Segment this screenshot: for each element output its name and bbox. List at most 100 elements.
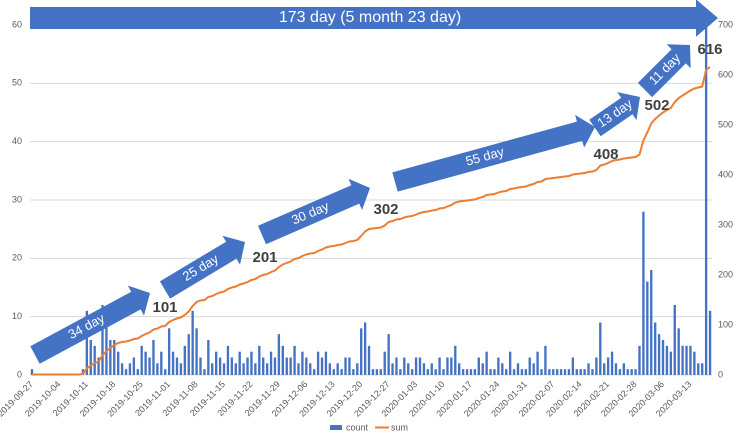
bar	[215, 351, 218, 375]
total-arrow	[30, 0, 718, 37]
bar	[195, 328, 198, 375]
bar	[407, 363, 410, 375]
bar	[285, 357, 288, 375]
bar	[520, 369, 524, 375]
y-tick-label: 40	[12, 136, 22, 146]
bar	[552, 369, 555, 375]
bar	[434, 369, 437, 375]
bar	[410, 369, 414, 375]
bar	[152, 340, 155, 375]
bar	[246, 357, 249, 375]
bar	[238, 351, 241, 375]
bar	[367, 345, 371, 375]
period-arrow	[589, 92, 640, 137]
bar	[536, 351, 539, 375]
y-tick-label: 10	[12, 311, 22, 321]
bar	[512, 369, 516, 375]
bar	[269, 351, 273, 375]
y2-tick-label: 100	[718, 319, 733, 329]
period-arrow	[637, 44, 691, 98]
bar	[101, 305, 104, 375]
period-arrow	[30, 285, 150, 364]
bar	[524, 369, 527, 375]
bar	[544, 345, 547, 375]
y-tick-label: 50	[12, 78, 22, 88]
bar	[579, 369, 582, 375]
bar	[97, 357, 100, 375]
bar	[262, 357, 265, 375]
legend-label: sum	[391, 422, 408, 432]
bar	[113, 340, 116, 375]
bar	[171, 351, 175, 375]
bar	[567, 369, 571, 375]
bar	[450, 357, 453, 375]
bar	[356, 363, 359, 375]
y2-tick-label: 400	[718, 169, 733, 179]
bar	[571, 357, 575, 375]
bar	[430, 363, 433, 375]
bar	[665, 345, 669, 375]
bar	[693, 351, 696, 375]
bar	[704, 25, 708, 375]
bar	[160, 351, 163, 375]
bar	[140, 345, 143, 375]
bar	[532, 363, 535, 375]
bar	[606, 357, 610, 375]
bar	[144, 351, 147, 375]
bar	[575, 369, 578, 375]
bar	[650, 270, 653, 375]
bar	[81, 369, 85, 375]
bar	[669, 351, 673, 375]
bar	[422, 363, 426, 375]
bar	[673, 305, 676, 375]
bar	[653, 322, 657, 375]
bar	[340, 369, 343, 375]
period-arrow	[159, 235, 245, 299]
bar	[642, 211, 645, 375]
bar	[211, 363, 214, 375]
bar	[458, 363, 461, 375]
bar	[473, 369, 477, 375]
bar	[371, 369, 375, 375]
bar	[218, 357, 222, 375]
bar	[289, 357, 292, 375]
bar	[183, 345, 186, 375]
bar	[191, 310, 194, 375]
bar	[281, 345, 284, 375]
bar	[630, 369, 633, 375]
bar	[297, 363, 300, 375]
bar	[414, 357, 418, 375]
bar	[622, 363, 625, 375]
y2-tick-label: 500	[718, 119, 733, 129]
y-tick-label: 20	[12, 253, 22, 263]
bar	[254, 363, 257, 375]
bar	[156, 363, 159, 375]
bar	[497, 357, 500, 375]
bar	[661, 340, 665, 375]
bar	[559, 369, 563, 375]
bar	[128, 363, 132, 375]
bar	[324, 351, 328, 375]
bar	[708, 310, 712, 375]
y-tick-label: 0	[17, 369, 22, 379]
milestone-label: 302	[373, 201, 398, 218]
y2-tick-label: 700	[718, 19, 733, 29]
bar	[136, 369, 139, 375]
bar	[309, 363, 312, 375]
bar	[234, 363, 237, 375]
y2-tick-label: 200	[718, 269, 733, 279]
bar	[548, 369, 551, 375]
y-tick-label: 60	[12, 19, 22, 29]
bar	[556, 369, 559, 375]
bar	[657, 334, 661, 375]
bar	[469, 369, 473, 375]
bar	[301, 351, 304, 375]
bar	[124, 369, 128, 375]
bar	[230, 357, 234, 375]
bar	[89, 340, 92, 375]
bar	[30, 369, 34, 375]
bar	[379, 369, 382, 375]
bar	[465, 369, 469, 375]
bar	[199, 357, 202, 375]
y2-tick-label: 300	[718, 219, 733, 229]
